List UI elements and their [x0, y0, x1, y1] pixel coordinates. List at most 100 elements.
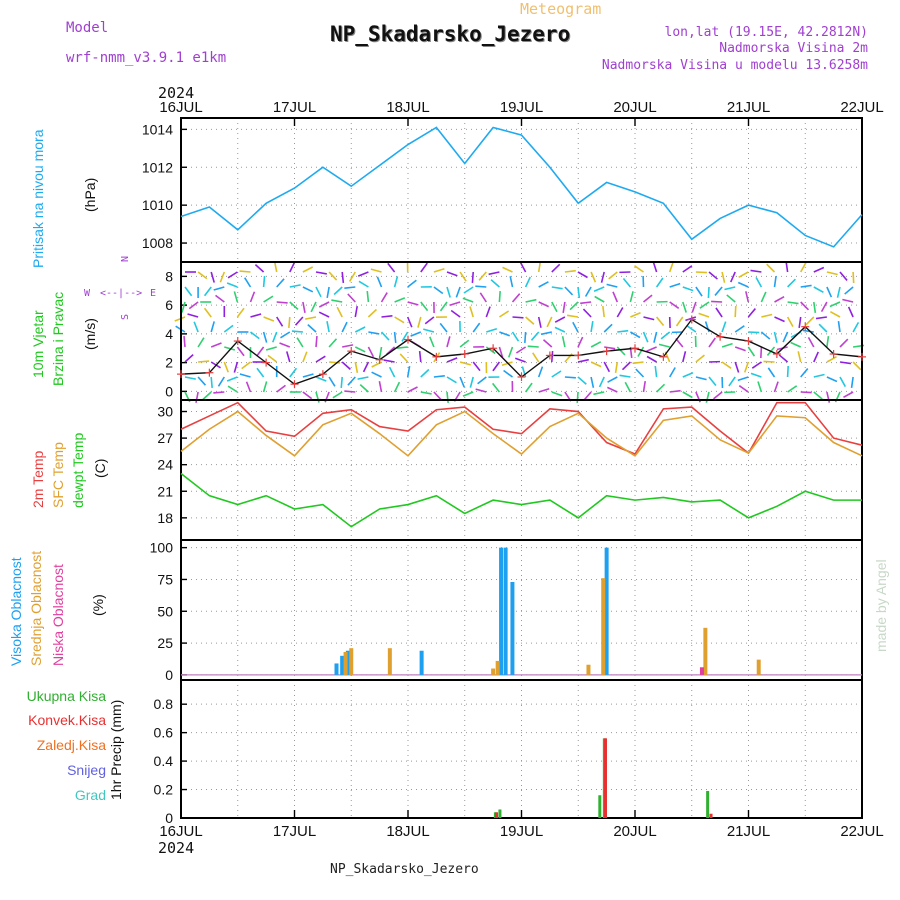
wind-barb: [826, 376, 838, 383]
wind-barb: [371, 371, 382, 378]
wind-barb: [429, 336, 435, 348]
precip-bar: [598, 795, 602, 818]
wind-barb: [250, 313, 262, 318]
x-tick-label-top: 18JUL: [386, 99, 429, 116]
precip-bar: [709, 813, 713, 818]
wind-barb: [554, 316, 566, 323]
precip-bar: [603, 738, 607, 818]
wind-barb: [682, 286, 694, 292]
wind-barb: [715, 307, 723, 318]
wind-barb: [843, 391, 854, 399]
compass-arrows: <--|-->: [100, 288, 143, 299]
wind-barb: [219, 271, 226, 283]
wind-barb: [276, 301, 288, 304]
wind-barb: [406, 316, 413, 328]
wind-barb: [567, 314, 579, 318]
y-tick-label: 1008: [142, 235, 173, 251]
wind-barb: [357, 376, 369, 380]
wind-barb: [410, 331, 422, 337]
wind-barb: [738, 385, 749, 393]
series-line-pritisak-na-nivou-mora: [180, 126, 863, 248]
wind-barb: [655, 316, 665, 327]
wind-barb: [197, 337, 205, 348]
wind-barb: [318, 301, 330, 308]
wind-barb: [839, 338, 849, 348]
wind-barb: [471, 271, 474, 284]
wind-barb: [417, 316, 422, 328]
x-tick-label-bottom: 21JUL: [727, 823, 770, 840]
wind-barb: [515, 346, 527, 354]
wind-barb: [486, 328, 498, 333]
cloud-bar: [499, 547, 504, 675]
wind-barb: [632, 361, 644, 365]
wind-barb: [551, 370, 562, 378]
wind-barb: [462, 391, 474, 397]
wind-barb: [813, 391, 823, 400]
wind-barb: [302, 391, 313, 400]
wind-barb: [348, 271, 356, 282]
wind-barb: [236, 346, 245, 357]
wind-barb: [773, 381, 779, 393]
y-tick-label: 100: [150, 540, 174, 556]
y-tick-label: 1014: [142, 121, 173, 137]
wind-barb: [420, 368, 430, 378]
wind-barb: [724, 286, 736, 291]
wind-barb: [682, 371, 694, 378]
wind-barb: [654, 365, 658, 378]
series-line-dewpt-temp: [180, 472, 862, 528]
wind-barb: [501, 361, 513, 366]
wind-barb: [213, 391, 225, 394]
wind-barb: [734, 325, 745, 333]
x-tick-label-bottom: 16JUL: [159, 823, 202, 840]
wind-barb: [226, 282, 238, 288]
wind-barb: [747, 308, 756, 318]
wind-barb: [279, 342, 291, 348]
wind-barb: [383, 359, 395, 363]
wind-barb: [394, 316, 405, 324]
wind-barb: [420, 391, 432, 395]
wind-barb: [807, 336, 815, 348]
wind-barb: [226, 376, 238, 382]
wind-barb: [394, 297, 406, 303]
wind-barb: [420, 262, 428, 273]
wind-barb: [475, 388, 487, 393]
wind-barb: [450, 309, 461, 318]
wind-barb: [760, 331, 771, 340]
wind-barb: [446, 391, 449, 404]
y-tick-label: 6: [165, 297, 173, 313]
y-tick-label: 27: [157, 430, 173, 446]
wind-barb: [738, 271, 749, 279]
wind-barb: [590, 321, 594, 333]
wind-barb: [619, 374, 631, 378]
wind-barb: [446, 286, 451, 298]
y-tick-label: 24: [157, 457, 173, 473]
wind-barb: [652, 261, 658, 273]
wind-barb: [773, 275, 777, 288]
wind-barb: [418, 350, 422, 363]
wind-barb: [344, 390, 356, 393]
wind-barb: [820, 301, 828, 313]
wind-barb: [387, 262, 396, 273]
wind-barb: [332, 391, 343, 399]
wind-barb: [668, 261, 675, 273]
wind-barb: [291, 330, 303, 333]
y-tick-label: 8: [165, 268, 173, 284]
x-tick-label-bottom: 19JUL: [500, 823, 543, 840]
wind-barb: [551, 350, 554, 363]
wind-barb: [653, 331, 658, 343]
wind-barb: [380, 331, 390, 341]
wind-barb: [378, 381, 383, 393]
wind-barb: [289, 261, 296, 273]
wind-barb: [616, 346, 626, 356]
wind-barb: [540, 331, 552, 336]
wind-barb: [797, 351, 802, 363]
cloud-bar: [340, 655, 345, 675]
wind-barb: [708, 271, 718, 280]
wind-barb: [538, 301, 550, 308]
y-tick-label: 4: [165, 326, 173, 342]
wind-barb: [477, 376, 487, 385]
y-tick-label: 1012: [142, 159, 173, 175]
wind-barb: [714, 286, 723, 296]
wind-barb: [354, 361, 359, 373]
